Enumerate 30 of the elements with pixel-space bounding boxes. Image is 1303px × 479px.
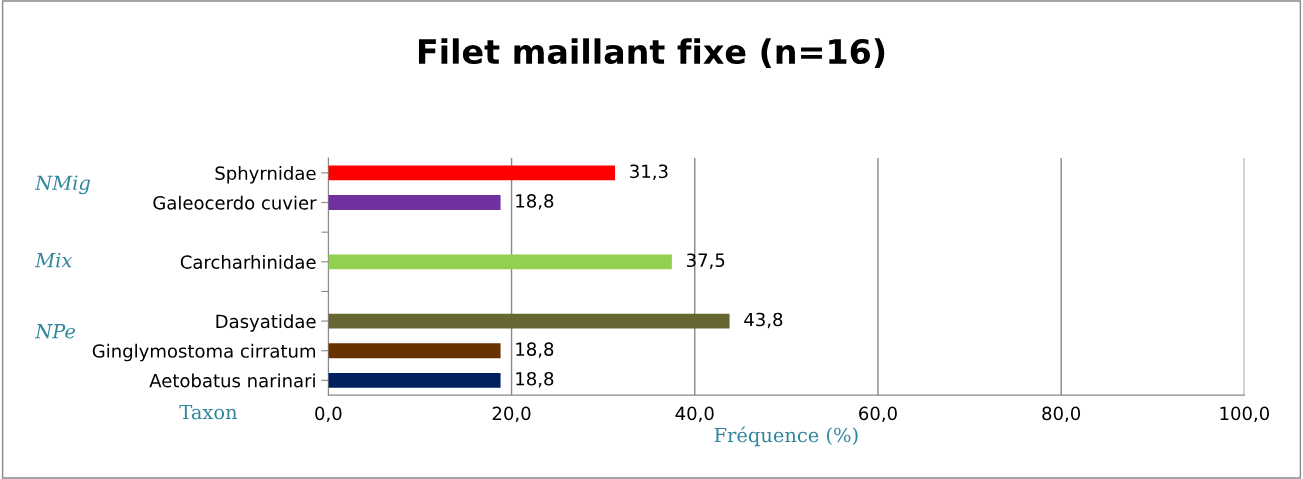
y-tick-label: Carcharhinidae bbox=[180, 254, 316, 269]
x-tick-label: 60,0 bbox=[859, 406, 897, 423]
bar bbox=[328, 343, 501, 359]
x-tick-label: 20,0 bbox=[492, 406, 531, 423]
data-label: 31,3 bbox=[630, 164, 668, 180]
text: NMig bbox=[34, 175, 90, 195]
bar bbox=[328, 372, 501, 388]
y-tick-label: Dasyatidae bbox=[216, 314, 316, 332]
y-tick-label: Sphyrnidae bbox=[215, 166, 316, 184]
x-tick-label: 0,0 bbox=[315, 406, 342, 423]
x-tick-label: 80,0 bbox=[1042, 406, 1081, 423]
data-label: 18,8 bbox=[516, 342, 554, 358]
text: Mix bbox=[34, 252, 73, 268]
bar bbox=[328, 195, 501, 210]
bar bbox=[328, 254, 672, 270]
chart-title: Filet maillant fixe (n=16) bbox=[418, 38, 885, 69]
x-tick-label: 100,0 bbox=[1220, 406, 1270, 423]
data-label: 18,8 bbox=[516, 371, 554, 388]
bar bbox=[328, 313, 730, 329]
data-label: 18,8 bbox=[516, 194, 554, 210]
text: NPe bbox=[34, 324, 76, 339]
data-label: 43,8 bbox=[744, 312, 783, 329]
y-tick-label: Ginglymostoma cirratum bbox=[92, 343, 316, 362]
data-label: 37,5 bbox=[686, 253, 725, 269]
x-axis-title: Fréquence (%) bbox=[714, 426, 858, 447]
x-tick-label: 40,0 bbox=[675, 406, 714, 423]
bar bbox=[328, 165, 616, 181]
y-axis-title: Taxon bbox=[179, 404, 238, 420]
y-tick-label: Aetobatus narinari bbox=[149, 373, 315, 388]
y-tick-label: Galeocerdo cuvier bbox=[153, 195, 317, 210]
